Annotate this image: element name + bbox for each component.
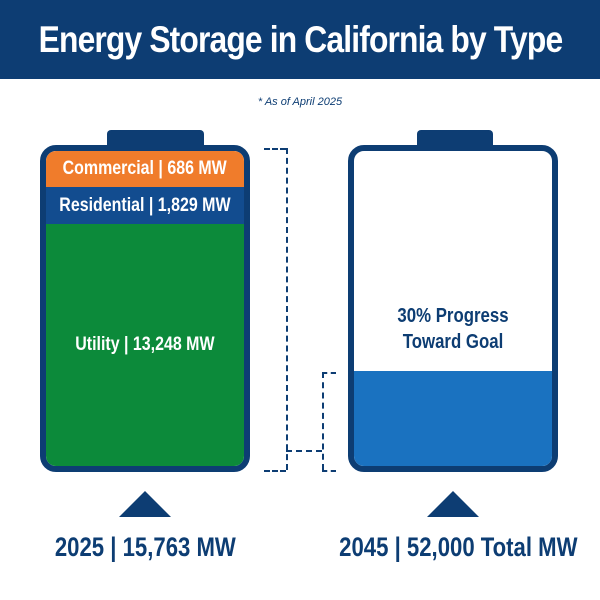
footer-2045-total-text: 2045 | 52,000 Total MW bbox=[339, 532, 578, 562]
segment-utility-label: Utility | 13,248 MW bbox=[75, 334, 215, 355]
segment-commercial-label: Commercial | 686 MW bbox=[62, 158, 228, 179]
as-of-note: * As of April 2025 bbox=[257, 96, 343, 108]
bracket-connector bbox=[286, 450, 322, 452]
progress-fill bbox=[354, 371, 552, 466]
progress-label-text: 30% Progress Toward Goal bbox=[397, 305, 509, 353]
segment-utility: Utility | 13,248 MW bbox=[46, 224, 244, 466]
header-banner: Energy Storage in California by Type bbox=[0, 0, 600, 79]
bracket-bottom bbox=[264, 470, 286, 472]
battery-2045: 30% Progress Toward Goal bbox=[348, 145, 558, 472]
progress-label: 30% Progress Toward Goal bbox=[354, 303, 552, 355]
battery-2025: Commercial | 686 MW Residential | 1,829 … bbox=[40, 145, 250, 472]
segment-residential-label: Residential | 1,829 MW bbox=[59, 194, 231, 216]
bracket-right-vertical bbox=[322, 372, 324, 470]
arrow-up-2025-icon bbox=[119, 491, 171, 517]
page-title: Energy Storage in California by Type bbox=[38, 18, 563, 60]
segment-commercial: Commercial | 686 MW bbox=[46, 151, 244, 187]
arrow-up-2045-icon bbox=[427, 491, 479, 517]
bracket-right-top bbox=[322, 372, 336, 374]
bracket-left-vertical bbox=[286, 148, 288, 470]
battery-2045-terminal bbox=[417, 130, 493, 148]
footer-2025-total: 2025 | 15,763 MW bbox=[5, 532, 285, 563]
battery-2025-terminal bbox=[107, 130, 204, 148]
footer-2045-total: 2045 | 52,000 Total MW bbox=[313, 532, 593, 563]
bracket-right-bottom bbox=[322, 470, 336, 472]
footer-2025-total-text: 2025 | 15,763 MW bbox=[54, 532, 236, 562]
segment-residential: Residential | 1,829 MW bbox=[46, 187, 244, 224]
bracket-top bbox=[264, 148, 286, 150]
